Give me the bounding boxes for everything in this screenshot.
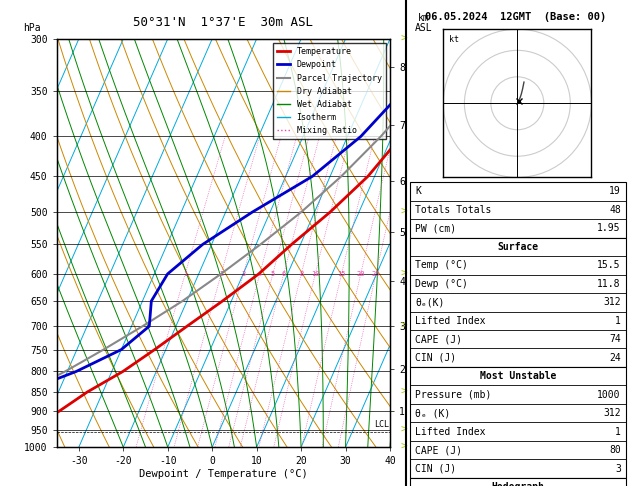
Text: 25: 25: [372, 271, 380, 277]
Text: >: >: [401, 321, 408, 331]
Text: 1: 1: [183, 271, 187, 277]
Text: CIN (J): CIN (J): [415, 464, 456, 473]
Text: 11.8: 11.8: [598, 279, 621, 289]
Text: 80: 80: [609, 445, 621, 455]
Text: 10: 10: [311, 271, 320, 277]
Text: Surface: Surface: [498, 242, 538, 252]
Text: 15: 15: [337, 271, 346, 277]
Text: >: >: [401, 269, 408, 279]
Text: 24: 24: [609, 353, 621, 363]
Text: Most Unstable: Most Unstable: [480, 371, 556, 381]
Text: 50°31'N  1°37'E  30m ASL: 50°31'N 1°37'E 30m ASL: [133, 16, 313, 29]
Legend: Temperature, Dewpoint, Parcel Trajectory, Dry Adiabat, Wet Adiabat, Isotherm, Mi: Temperature, Dewpoint, Parcel Trajectory…: [274, 43, 386, 139]
Text: PW (cm): PW (cm): [415, 224, 456, 233]
Text: CAPE (J): CAPE (J): [415, 334, 462, 344]
Text: hPa: hPa: [23, 23, 41, 33]
Text: CAPE (J): CAPE (J): [415, 445, 462, 455]
Text: 06.05.2024  12GMT  (Base: 00): 06.05.2024 12GMT (Base: 00): [425, 12, 606, 22]
Text: >: >: [401, 207, 408, 217]
Text: 312: 312: [603, 297, 621, 307]
Text: Lifted Index: Lifted Index: [415, 427, 486, 436]
Text: 1: 1: [615, 316, 621, 326]
Text: 20: 20: [357, 271, 365, 277]
Text: © weatheronline.co.uk: © weatheronline.co.uk: [464, 473, 568, 482]
Text: Dewp (°C): Dewp (°C): [415, 279, 468, 289]
Text: 15.5: 15.5: [598, 260, 621, 270]
Y-axis label: Mixing Ratio (g/kg): Mixing Ratio (g/kg): [448, 187, 458, 299]
Text: >: >: [401, 387, 408, 397]
Text: Lifted Index: Lifted Index: [415, 316, 486, 326]
Text: Temp (°C): Temp (°C): [415, 260, 468, 270]
Text: 1: 1: [615, 427, 621, 436]
Text: 6: 6: [282, 271, 286, 277]
Text: >: >: [401, 442, 408, 452]
Text: 3: 3: [615, 464, 621, 473]
Text: Hodograph: Hodograph: [491, 482, 545, 486]
Text: 1000: 1000: [598, 390, 621, 399]
Text: 2: 2: [219, 271, 223, 277]
Text: Pressure (mb): Pressure (mb): [415, 390, 491, 399]
Text: 74: 74: [609, 334, 621, 344]
Text: >: >: [401, 34, 408, 44]
Text: LCL: LCL: [374, 420, 389, 430]
Text: km
ASL: km ASL: [415, 13, 432, 33]
Text: Totals Totals: Totals Totals: [415, 205, 491, 215]
Text: 48: 48: [609, 205, 621, 215]
Text: K: K: [415, 187, 421, 196]
X-axis label: Dewpoint / Temperature (°C): Dewpoint / Temperature (°C): [139, 469, 308, 479]
Text: 1.95: 1.95: [598, 224, 621, 233]
Text: 3: 3: [242, 271, 245, 277]
Text: 8: 8: [299, 271, 303, 277]
Text: 4: 4: [258, 271, 262, 277]
Text: >: >: [401, 425, 408, 435]
Text: θₑ(K): θₑ(K): [415, 297, 445, 307]
Text: CIN (J): CIN (J): [415, 353, 456, 363]
Text: 312: 312: [603, 408, 621, 418]
Text: kt: kt: [448, 35, 459, 44]
Text: θₑ (K): θₑ (K): [415, 408, 450, 418]
Text: 19: 19: [609, 187, 621, 196]
Text: 5: 5: [270, 271, 275, 277]
